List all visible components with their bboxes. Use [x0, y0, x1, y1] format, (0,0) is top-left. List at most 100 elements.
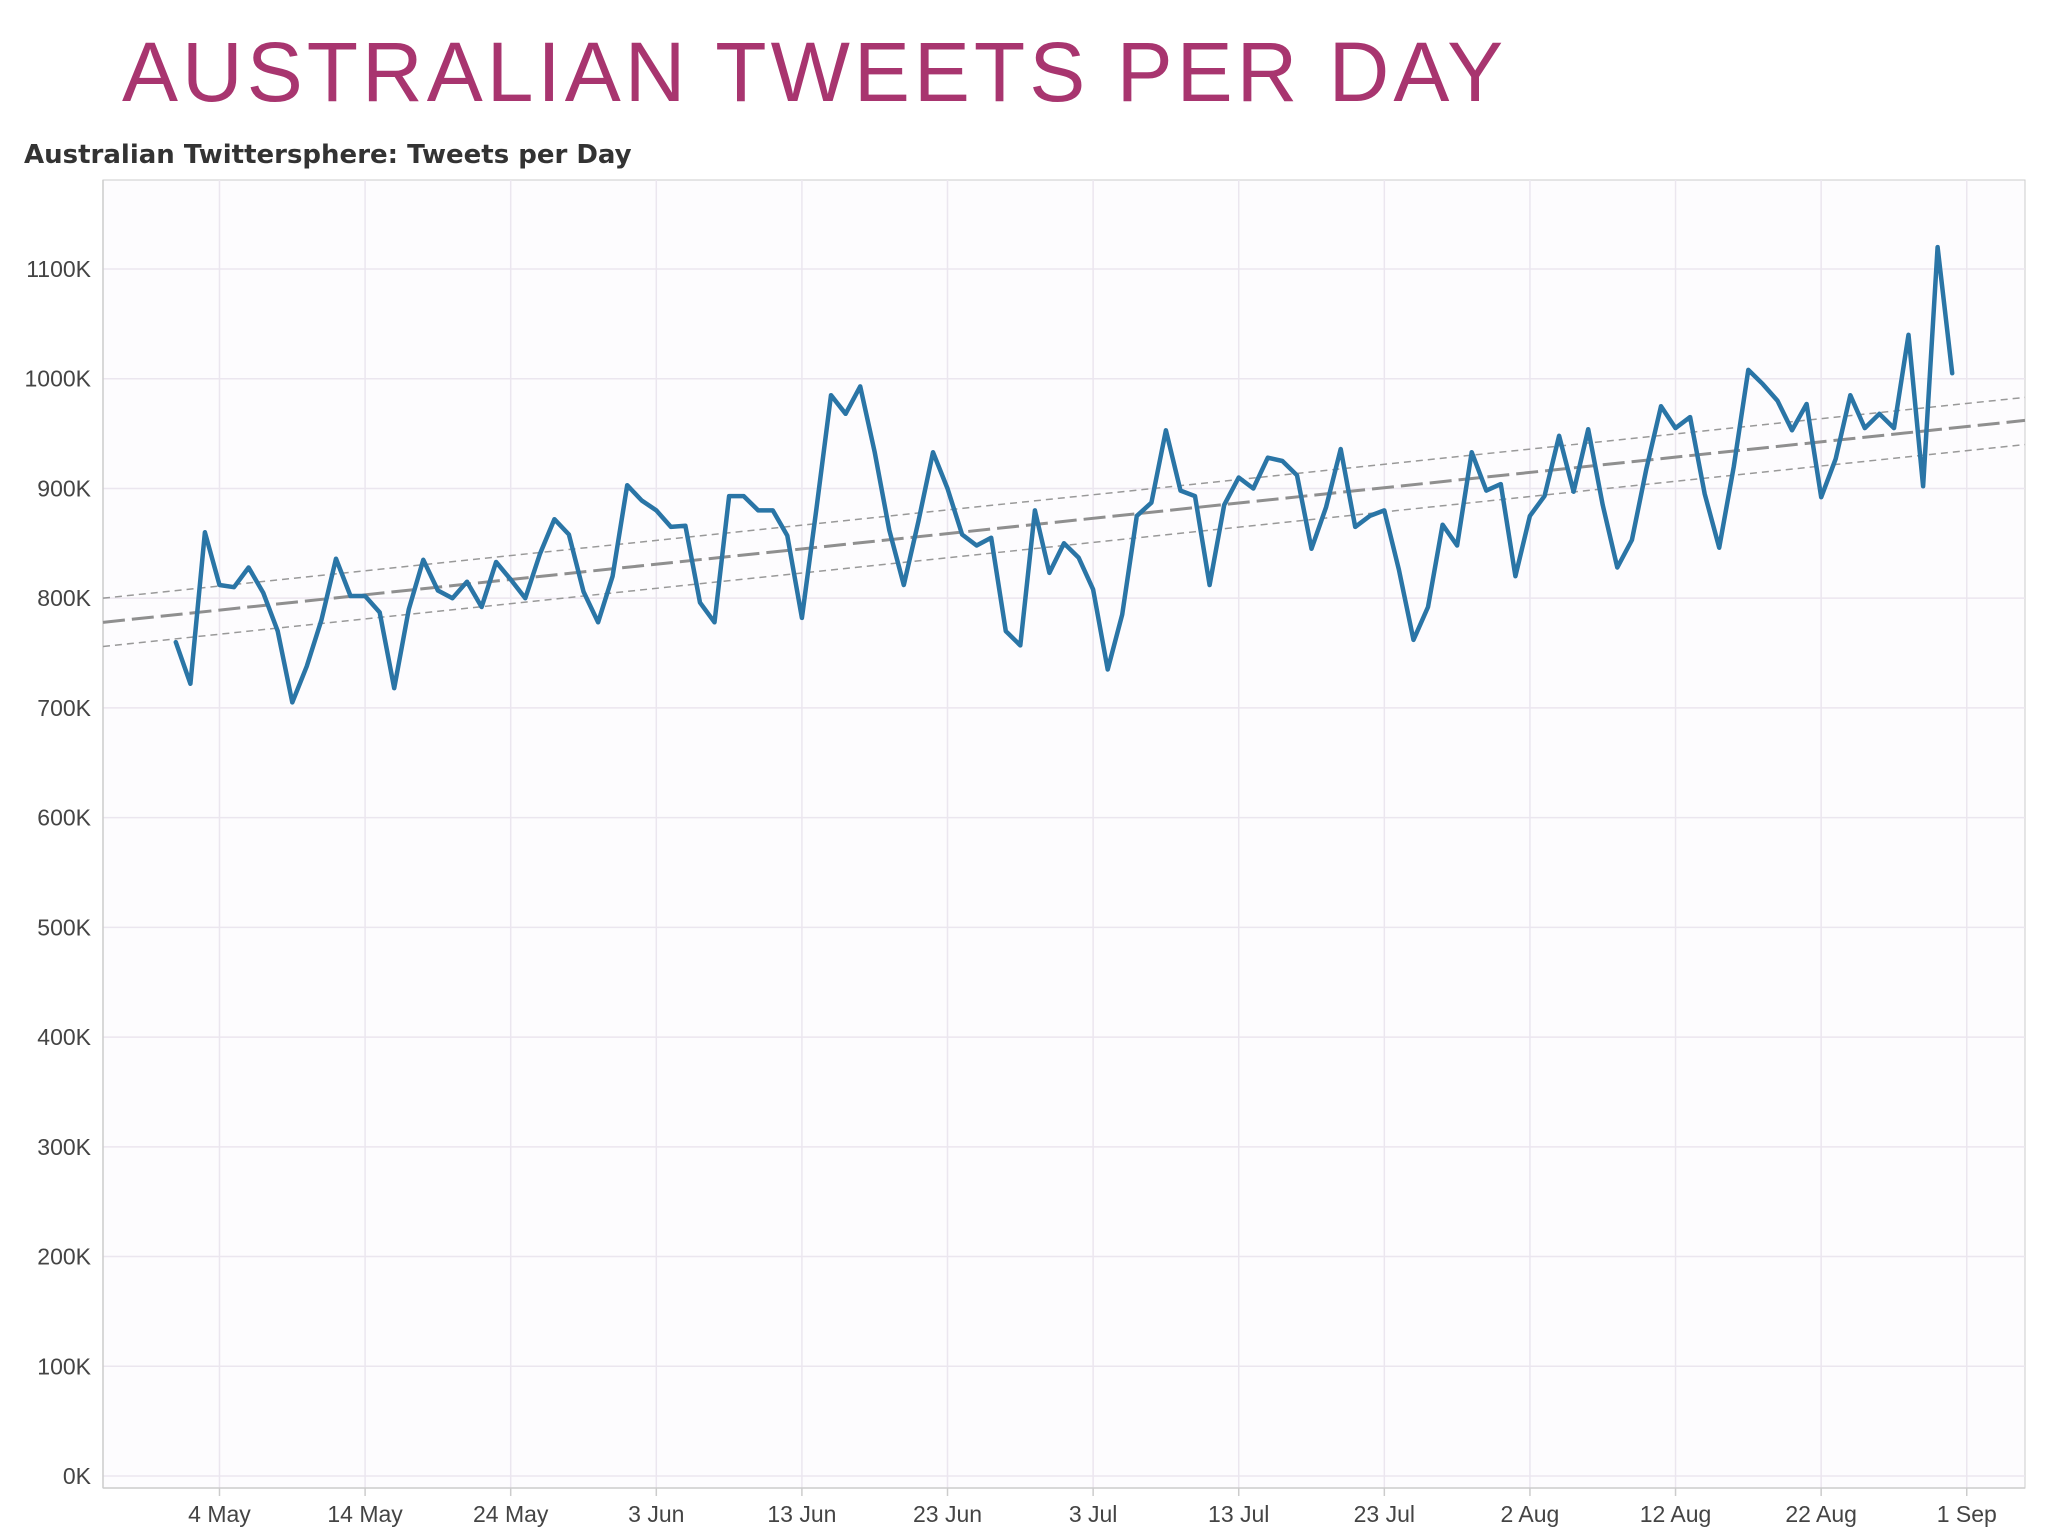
data-point	[523, 596, 528, 601]
data-point	[1018, 643, 1023, 648]
y-tick-label: 1100K	[26, 256, 91, 282]
data-point	[552, 517, 557, 522]
data-point	[1411, 637, 1416, 642]
data-point	[1760, 382, 1765, 387]
data-point	[1469, 450, 1474, 455]
data-point	[1921, 484, 1926, 489]
data-point	[1586, 427, 1591, 432]
x-tick-label: 23 Jun	[913, 1501, 982, 1527]
data-point	[334, 556, 339, 561]
data-point	[654, 508, 659, 513]
data-point	[1935, 245, 1940, 250]
data-point	[581, 589, 586, 594]
data-point	[494, 560, 499, 565]
data-point	[1076, 555, 1081, 560]
data-point	[421, 557, 426, 562]
data-point	[756, 508, 761, 513]
data-point	[1105, 667, 1110, 672]
data-point	[202, 530, 207, 535]
trend-line	[102, 418, 2026, 624]
data-point	[1338, 447, 1343, 452]
data-point	[1950, 371, 1955, 376]
data-point	[1353, 524, 1358, 529]
data-point	[1571, 489, 1576, 494]
data-point	[377, 610, 382, 615]
y-tick-label: 900K	[37, 475, 91, 501]
data-point	[698, 600, 703, 605]
data-point	[1367, 513, 1372, 518]
trend-upper-band	[102, 396, 2026, 599]
data-point	[1702, 491, 1707, 496]
data-point	[1790, 428, 1795, 433]
data-point	[1396, 567, 1401, 572]
data-point	[1382, 508, 1387, 513]
data-point	[974, 543, 979, 548]
slide-title: AUSTRALIAN TWEETS PER DAY	[122, 25, 1508, 119]
data-point	[1600, 502, 1605, 507]
data-point	[1265, 455, 1270, 460]
x-tick-label: 4 May	[188, 1501, 251, 1527]
data-point	[1775, 398, 1780, 403]
data-point	[1848, 393, 1853, 398]
data-point	[1717, 545, 1722, 550]
data-point	[406, 607, 411, 612]
data-point	[1251, 486, 1256, 491]
data-point	[1746, 367, 1751, 372]
data-point	[1426, 605, 1431, 610]
data-point	[916, 519, 921, 524]
data-point	[304, 664, 309, 669]
y-tick-label: 300K	[37, 1134, 91, 1160]
data-point	[1731, 464, 1736, 469]
data-point	[799, 615, 804, 620]
data-point	[1440, 522, 1445, 527]
data-point	[1659, 404, 1664, 409]
data-point	[1862, 426, 1867, 431]
data-point	[1222, 502, 1227, 507]
data-point	[1629, 538, 1634, 543]
x-tick-label: 13 Jul	[1208, 1501, 1269, 1527]
data-point	[1484, 488, 1489, 493]
data-point	[173, 640, 178, 645]
data-point	[537, 552, 542, 557]
y-tick-label: 1000K	[24, 366, 91, 392]
data-point	[363, 594, 368, 599]
data-point	[727, 494, 732, 499]
data-point	[319, 618, 324, 623]
data-point	[960, 532, 965, 537]
y-tick-label: 0K	[63, 1463, 92, 1489]
x-tick-label: 22 Aug	[1785, 1501, 1857, 1527]
data-point	[1877, 411, 1882, 416]
data-point	[829, 393, 834, 398]
data-point	[1207, 583, 1212, 588]
data-point	[931, 450, 936, 455]
x-tick-label: 23 Jul	[1354, 1501, 1415, 1527]
y-tick-label: 100K	[37, 1353, 91, 1379]
data-point	[1280, 459, 1285, 464]
data-point	[1309, 546, 1314, 551]
data-point	[1527, 513, 1532, 518]
x-tick-label: 24 May	[473, 1501, 549, 1527]
data-point	[843, 411, 848, 416]
data-point	[596, 620, 601, 625]
data-point	[901, 583, 906, 588]
data-point	[770, 508, 775, 513]
data-point	[610, 574, 615, 579]
data-point	[1236, 475, 1241, 480]
data-point	[1542, 494, 1547, 499]
data-point	[1134, 513, 1139, 518]
y-tick-label: 700K	[37, 695, 91, 721]
data-point	[188, 681, 193, 686]
y-tick-label: 200K	[37, 1244, 91, 1270]
data-point	[479, 605, 484, 610]
data-point	[392, 686, 397, 691]
x-tick-label: 1 Sep	[1937, 1501, 1997, 1527]
data-point	[217, 583, 222, 588]
data-point	[465, 579, 470, 584]
data-point	[1906, 332, 1911, 337]
data-point	[1498, 482, 1503, 487]
data-point	[1178, 488, 1183, 493]
x-tick-label: 3 Jun	[628, 1501, 684, 1527]
data-point	[1149, 500, 1154, 505]
data-point	[712, 620, 717, 625]
data-point	[1163, 428, 1168, 433]
